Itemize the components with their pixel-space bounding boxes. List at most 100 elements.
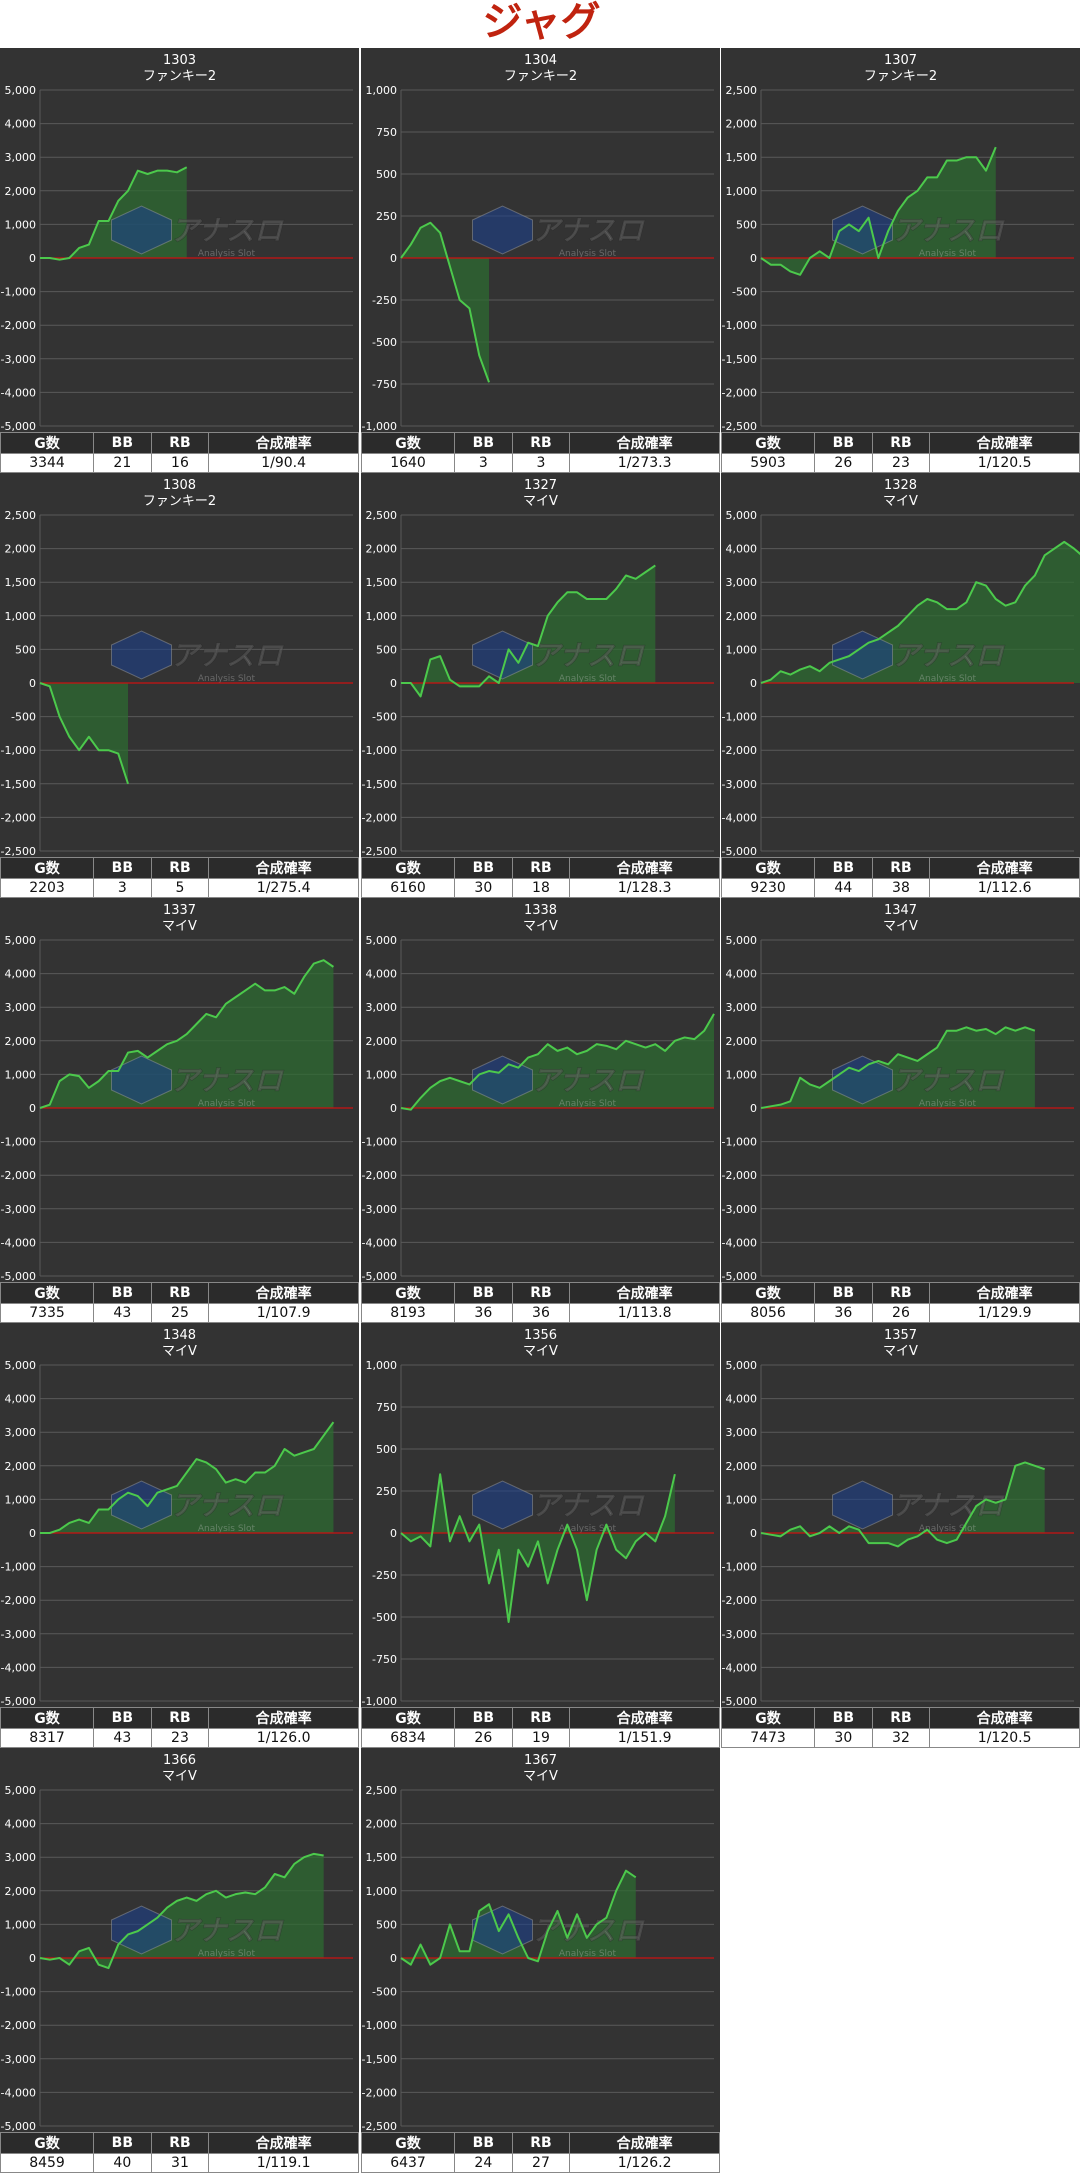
- y-tick-label: -1,000: [362, 744, 397, 757]
- value-rb: 18: [511, 878, 571, 898]
- y-tick-label: 2,000: [5, 543, 37, 556]
- chart-panel: 1308 ファンキー2 2,500 2,000 1,500 1,000 500 0 -500 -1…: [0, 473, 359, 898]
- header-bb: BB: [814, 857, 873, 879]
- chart-panel: 1366 マイV 5,000 4,000 3,000 2,000 1,000 0 -1,000 -…: [0, 1748, 359, 2173]
- watermark-text: アナスロ: [171, 1914, 284, 1947]
- value-bb: 30: [454, 878, 513, 898]
- y-tick-label: 2,000: [366, 1818, 398, 1831]
- y-tick-label: -5,000: [722, 845, 757, 857]
- y-tick-label: 1,000: [726, 1493, 758, 1506]
- header-rb: RB: [150, 2132, 210, 2154]
- y-tick-label: -500: [372, 711, 397, 724]
- y-tick-label: -4,000: [1, 1236, 36, 1249]
- y-tick-label: -250: [372, 294, 397, 307]
- stats-table: G数 BB RB 合成確率 5903 26 23 1/120.5: [720, 432, 1080, 473]
- machine-number: 1303: [163, 53, 196, 68]
- header-games: G数: [0, 432, 95, 454]
- watermark-text: アナスロ: [171, 639, 284, 672]
- watermark-logo-icon: [472, 1480, 533, 1530]
- header-games: G数: [720, 432, 816, 454]
- watermark-logo-icon: [111, 205, 172, 255]
- stats-header-row: G数 BB RB 合成確率: [720, 857, 1080, 879]
- y-tick-label: -5,000: [1, 1695, 36, 1707]
- stats-value-row: 6437 24 27 1/126.2: [360, 2153, 720, 2173]
- header-bb: BB: [93, 857, 152, 879]
- header-rb: RB: [511, 857, 571, 879]
- value-rb: 32: [871, 1728, 931, 1748]
- y-tick-label: -1,500: [362, 2053, 397, 2066]
- y-tick-label: 1,000: [5, 1068, 37, 1081]
- y-tick-label: -500: [372, 1611, 397, 1624]
- watermark-text: アナスロ: [171, 1064, 284, 1097]
- y-tick-label: 2,500: [366, 509, 398, 522]
- y-tick-label: -5,000: [1, 1270, 36, 1282]
- watermark-subtext: Analysis Slot: [198, 1524, 256, 1534]
- area-fill: [761, 1027, 1035, 1108]
- y-tick-label: 0: [390, 1102, 397, 1115]
- y-tick-label: 5,000: [726, 509, 758, 522]
- area-fill: [40, 1853, 324, 1969]
- y-tick-label: -1,000: [1, 744, 36, 757]
- difference-line: [760, 146, 997, 276]
- y-tick-label: 3,000: [5, 151, 37, 164]
- y-tick-label: -2,000: [722, 744, 757, 757]
- watermark-subtext: Analysis Slot: [198, 1949, 256, 1959]
- header-bb: BB: [814, 1707, 873, 1729]
- header-games: G数: [0, 1707, 95, 1729]
- header-rb: RB: [150, 1707, 210, 1729]
- watermark-subtext: Analysis Slot: [559, 1099, 617, 1109]
- difference-line: [760, 1461, 1045, 1548]
- y-tick-label: 0: [750, 677, 757, 690]
- y-tick-label: 2,000: [5, 185, 37, 198]
- y-tick-label: 5,000: [726, 934, 758, 947]
- y-tick-label: 500: [736, 218, 757, 231]
- header-rate: 合成確率: [569, 1282, 720, 1304]
- stats-header-row: G数 BB RB 合成確率: [360, 1707, 720, 1729]
- header-games: G数: [0, 2132, 95, 2154]
- watermark-text: アナスロ: [532, 1064, 645, 1097]
- stats-table: G数 BB RB 合成確率 6160 30 18 1/128.3: [360, 857, 720, 898]
- y-tick-label: -4,000: [722, 1236, 757, 1249]
- watermark-logo-icon: [472, 630, 533, 680]
- header-bb: BB: [93, 2132, 152, 2154]
- machine-number: 1356: [524, 1328, 557, 1343]
- value-bb: 43: [93, 1303, 152, 1323]
- difference-line: [39, 1852, 324, 1970]
- stats-table: G数 BB RB 合成確率 7335 43 25 1/107.9: [0, 1282, 359, 1323]
- value-rate: 1/273.3: [569, 453, 720, 473]
- y-tick-label: -4,000: [722, 811, 757, 824]
- value-rate: 1/107.9: [208, 1303, 359, 1323]
- header-games: G数: [360, 432, 456, 454]
- value-games: 6834: [360, 1728, 456, 1748]
- value-rate: 1/126.2: [569, 2153, 720, 2173]
- watermark-logo-icon: [111, 630, 172, 680]
- machine-model: マイV: [162, 919, 197, 934]
- y-tick-label: -4,000: [1, 1661, 36, 1674]
- value-rate: 1/126.0: [208, 1728, 359, 1748]
- header-rate: 合成確率: [208, 2132, 359, 2154]
- header-rb: RB: [511, 1282, 571, 1304]
- y-tick-label: 750: [376, 1401, 397, 1414]
- value-bb: 44: [814, 878, 873, 898]
- machine-number: 1327: [524, 478, 557, 493]
- y-tick-label: 4,000: [5, 1818, 37, 1831]
- stats-table: G数 BB RB 合成確率 8056 36 26 1/129.9: [720, 1282, 1080, 1323]
- y-tick-label: -2,000: [1, 2019, 36, 2032]
- y-tick-label: 2,500: [5, 509, 37, 522]
- header-games: G数: [360, 1707, 456, 1729]
- y-tick-label: 5,000: [5, 934, 37, 947]
- stats-value-row: 9230 44 38 1/112.6: [720, 878, 1080, 898]
- stats-table: G数 BB RB 合成確率 6437 24 27 1/126.2: [360, 2132, 720, 2173]
- machine-model: マイV: [523, 494, 558, 509]
- y-tick-label: 1,000: [726, 643, 758, 656]
- chart-panel: 1348 マイV 5,000 4,000 3,000 2,000 1,000 0 -1,000 -…: [0, 1323, 359, 1748]
- machine-model: マイV: [523, 919, 558, 934]
- header-bb: BB: [814, 432, 873, 454]
- value-games: 8459: [0, 2153, 95, 2173]
- y-tick-label: 0: [750, 252, 757, 265]
